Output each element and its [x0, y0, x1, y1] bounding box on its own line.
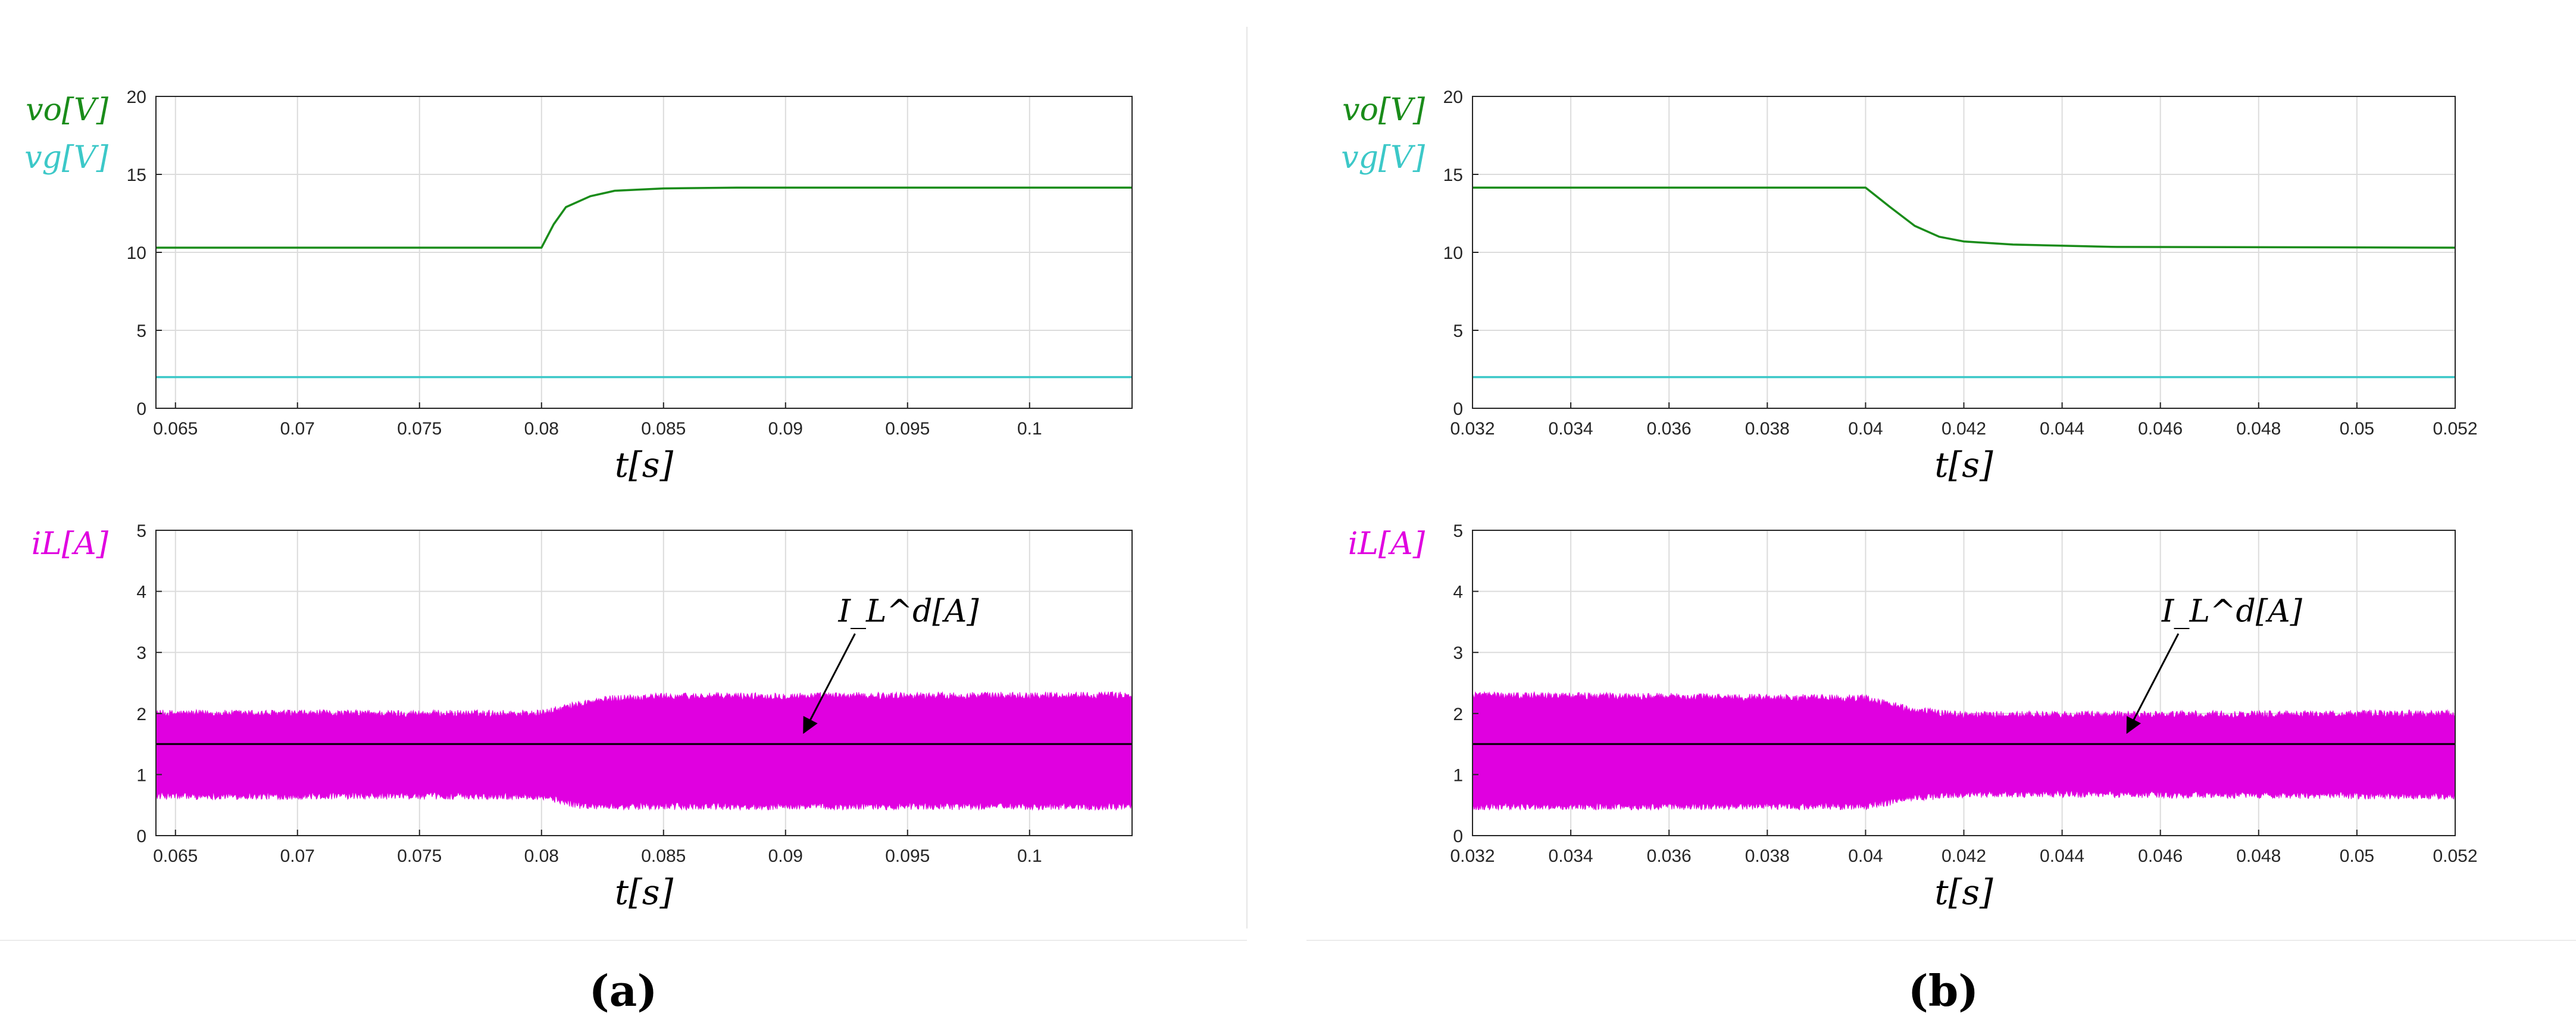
vo-series-line: [156, 186, 1132, 249]
x-tick-label: 0.046: [2138, 419, 2183, 439]
x-tick-label: 0.034: [1549, 846, 1593, 866]
x-tick-label: 0.042: [1942, 419, 1986, 439]
x-tick-label: 0.034: [1549, 419, 1593, 439]
y-tick-label: 3: [136, 643, 146, 663]
vo-axis-label: vo[V]: [26, 92, 109, 128]
x-tick-label: 0.044: [2040, 846, 2084, 866]
x-tick-label: 0.08: [524, 419, 559, 439]
panel-1-chart-0: 0.032 0.034 0.036 0.038 0.04 0.042 0.044 0.046 0…: [1341, 87, 2477, 485]
x-tick-label: 0.075: [397, 419, 442, 439]
y-tick-label: 5: [136, 321, 146, 341]
x-tick-label: 0.032: [1450, 846, 1495, 866]
x-tick-label: 0.046: [2138, 846, 2183, 866]
x-axis-label: t[s]: [1934, 445, 1993, 485]
panel-1-chart-1: 0.032 0.034 0.036 0.038 0.04 0.042 0.044 0.046 0…: [1348, 521, 2478, 912]
vo-series-line: [1473, 186, 2456, 249]
x-axis-label: t[s]: [615, 872, 674, 912]
y-tick-label: 5: [136, 521, 146, 541]
x-tick-label: 0.052: [2433, 419, 2477, 439]
x-tick-label: 0.038: [1745, 846, 1790, 866]
il-axis-label: iL[A]: [32, 526, 109, 562]
y-tick-label: 1: [1453, 765, 1463, 785]
x-tick-label: 0.1: [1017, 419, 1042, 439]
y-tick-label: 4: [136, 583, 146, 602]
y-tick-label: 0: [136, 827, 146, 846]
y-tick-label: 0: [1453, 827, 1463, 846]
x-tick-label: 0.036: [1647, 419, 1692, 439]
x-tick-label: 0.085: [641, 419, 686, 439]
y-tick-label: 10: [1443, 243, 1463, 263]
x-tick-label: 0.09: [768, 846, 803, 866]
vg-axis-label: vg[V]: [24, 140, 109, 176]
plots-layer: 0.065 0.07 0.075 0.08 0.085 0.09 0.095 0.105101…: [24, 87, 2477, 912]
current-ripple-band: [155, 690, 1133, 811]
vo-axis-label: vo[V]: [1342, 92, 1425, 128]
x-tick-label: 0.032: [1450, 419, 1495, 439]
x-tick-label: 0.048: [2236, 846, 2281, 866]
vg-axis-label: vg[V]: [1341, 140, 1425, 176]
panel-0-chart-0: 0.065 0.07 0.075 0.08 0.085 0.09 0.095 0.1 0 5 10 1…: [24, 87, 1133, 485]
x-tick-label: 0.05: [2340, 419, 2374, 439]
x-tick-label: 0.048: [2236, 419, 2281, 439]
y-tick-label: 0: [136, 399, 146, 419]
y-tick-label: 5: [1453, 321, 1463, 341]
y-tick-label: 20: [127, 87, 146, 107]
x-tick-label: 0.07: [280, 419, 315, 439]
x-tick-label: 0.044: [2040, 419, 2084, 439]
x-tick-label: 0.065: [153, 846, 198, 866]
panel-a-label: (a): [589, 965, 658, 1016]
x-tick-label: 0.1: [1017, 846, 1042, 866]
y-tick-label: 4: [1453, 583, 1463, 602]
x-tick-label: 0.038: [1745, 419, 1790, 439]
x-tick-label: 0.04: [1848, 419, 1883, 439]
annotation-label: I_L^d[A]: [838, 594, 980, 630]
x-tick-label: 0.052: [2433, 846, 2477, 866]
x-axis-label: t[s]: [615, 445, 674, 485]
il-axis-label: iL[A]: [1348, 526, 1425, 562]
x-tick-label: 0.05: [2340, 846, 2374, 866]
x-axis-label: t[s]: [1934, 872, 1993, 912]
x-tick-label: 0.075: [397, 846, 442, 866]
x-tick-label: 0.065: [153, 419, 198, 439]
panel-0-chart-1: 0.065 0.07 0.075 0.08 0.085 0.09 0.095 0.1 0 1 2 3 4…: [32, 521, 1133, 912]
x-tick-label: 0.042: [1942, 846, 1986, 866]
y-tick-label: 1: [136, 765, 146, 785]
annotation-arrow: [803, 633, 856, 734]
x-tick-label: 0.07: [280, 846, 315, 866]
y-tick-label: 15: [1443, 165, 1463, 185]
y-tick-label: 2: [136, 705, 146, 724]
x-tick-label: 0.095: [885, 846, 930, 866]
y-tick-label: 2: [1453, 705, 1463, 724]
y-tick-label: 20: [1443, 87, 1463, 107]
x-tick-label: 0.095: [885, 419, 930, 439]
x-tick-label: 0.04: [1848, 846, 1883, 866]
y-tick-label: 3: [1453, 643, 1463, 663]
y-tick-label: 5: [1453, 521, 1463, 541]
annotation-label: I_L^d[A]: [2161, 594, 2303, 630]
y-tick-label: 10: [127, 243, 146, 263]
y-tick-label: 15: [127, 165, 146, 185]
panel-b-label: (b): [1908, 965, 1978, 1016]
x-tick-label: 0.085: [641, 846, 686, 866]
x-tick-label: 0.09: [768, 419, 803, 439]
annotation-arrow: [2126, 633, 2180, 734]
y-tick-label: 0: [1453, 399, 1463, 419]
x-tick-label: 0.08: [524, 846, 559, 866]
x-tick-label: 0.036: [1647, 846, 1692, 866]
axes-frame: [155, 530, 1133, 836]
